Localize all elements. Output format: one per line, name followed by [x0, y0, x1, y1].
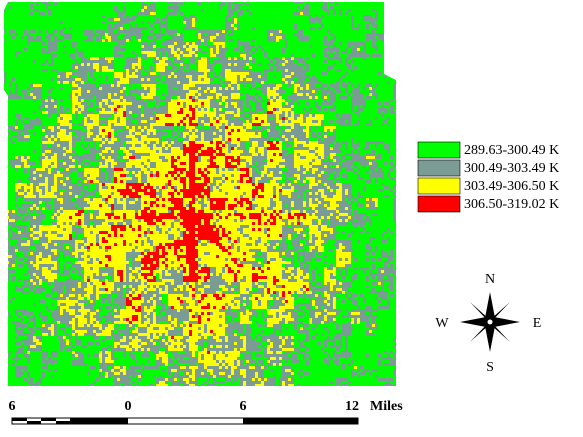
scale-label: 6: [9, 399, 16, 414]
legend-swatch: [418, 142, 460, 158]
compass-north: N: [485, 272, 495, 287]
legend-label: 306.50-319.02 K: [464, 197, 559, 212]
legend-label: 303.49-306.50 K: [464, 179, 559, 194]
scale-label: 6: [240, 399, 247, 414]
legend-label: 300.49-303.49 K: [464, 161, 559, 176]
legend-swatch: [418, 160, 460, 176]
compass-east: E: [533, 316, 542, 331]
temperature-map: [0, 0, 402, 390]
legend-label: 289.63-300.49 K: [464, 143, 559, 158]
legend: 289.63-300.49 K 300.49-303.49 K 303.49-306…: [418, 142, 559, 212]
scale-label: 12: [345, 399, 359, 414]
scale-label: 0: [125, 399, 132, 414]
compass-west: W: [435, 316, 449, 331]
scale-bar: 6 0 6 12 Miles: [9, 399, 404, 424]
scale-unit: Miles: [370, 399, 403, 414]
legend-swatch: [418, 178, 460, 194]
map-figure: 289.63-300.49 K 300.49-303.49 K 303.49-306…: [0, 0, 583, 432]
compass-south: S: [486, 360, 494, 375]
compass-rose: N S E W: [435, 272, 541, 375]
legend-swatch: [418, 196, 460, 212]
